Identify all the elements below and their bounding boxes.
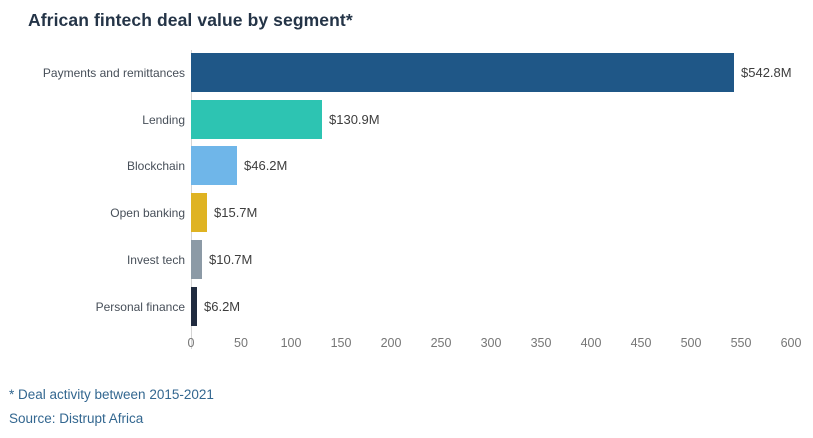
x-tick-label: 450 [630,336,652,350]
value-label: $15.7M [214,205,258,220]
bar [191,53,734,92]
x-tick-label: 500 [680,336,702,350]
category-label: Blockchain [126,158,185,173]
value-label: $10.7M [209,252,253,267]
x-tick-label: 0 [187,336,195,350]
x-tick-label: 200 [380,336,402,350]
bar [191,193,207,232]
category-label: Open banking [110,205,185,220]
category-label: Payments and remittances [42,65,185,80]
chart-footnote: * Deal activity between 2015-2021 [9,387,214,402]
bar [191,240,202,279]
bar-row: Lending $130.9M [0,100,813,139]
x-tick-label: 350 [530,336,552,350]
x-tick-label: 250 [430,336,452,350]
bar-row: Open banking $15.7M [0,193,813,232]
value-label: $130.9M [329,112,380,127]
x-tick-label: 100 [280,336,302,350]
x-tick-label: 50 [234,336,248,350]
bar [191,100,322,139]
value-label: $46.2M [244,158,288,173]
x-tick-label: 400 [580,336,602,350]
chart-source: Source: Distrupt Africa [9,411,144,426]
bar-row: Blockchain $46.2M [0,146,813,185]
bar-row: Personal finance $6.2M [0,287,813,326]
category-label: Invest tech [126,252,185,267]
x-tick-label: 600 [780,336,802,350]
x-tick-label: 300 [480,336,502,350]
value-label: $542.8M [741,65,792,80]
bar-row: Payments and remittances $542.8M [0,53,813,92]
x-tick-label: 550 [730,336,752,350]
x-axis: 0 50 100 150 200 250 300 350 400 450 500 550 600 [0,336,813,352]
category-label: Personal finance [95,299,185,314]
chart-title: African fintech deal value by segment* [28,10,353,30]
category-label: Lending [142,112,185,127]
value-label: $6.2M [204,299,241,314]
x-tick-label: 150 [330,336,352,350]
bar [191,287,197,326]
bar [191,146,237,185]
bar-row: Invest tech $10.7M [0,240,813,279]
